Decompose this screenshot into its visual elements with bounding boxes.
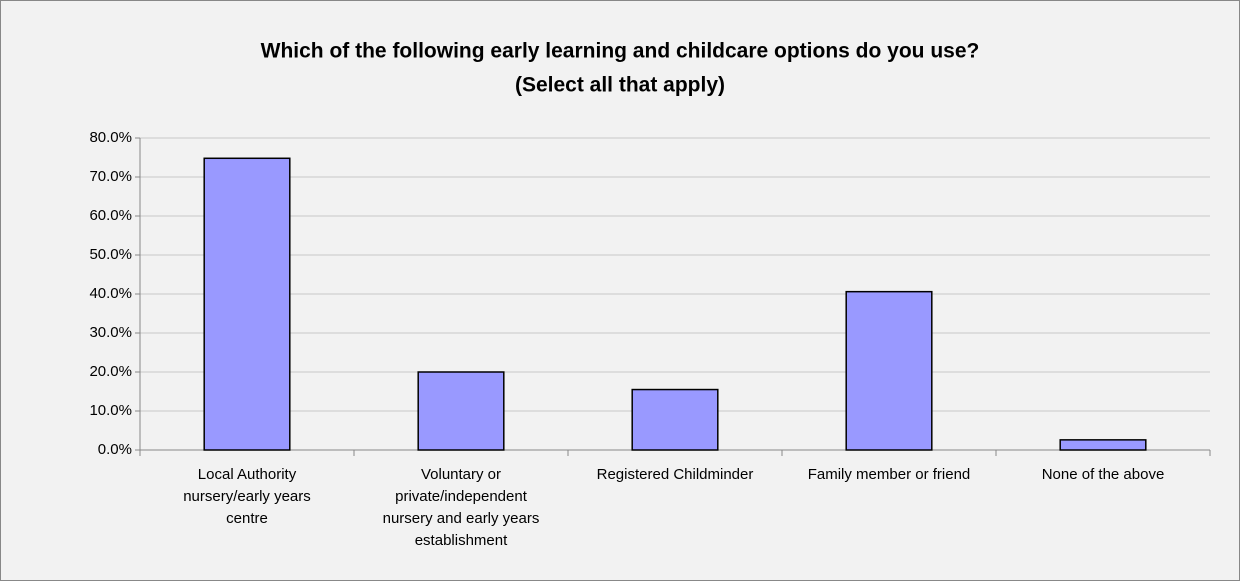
y-tick-label: 60.0% xyxy=(89,207,132,224)
y-tick-label: 20.0% xyxy=(89,363,132,380)
x-tick-label: Local Authority nursery/early years cent… xyxy=(183,466,311,527)
bar xyxy=(203,157,291,451)
x-tick-label: None of the above xyxy=(1041,466,1165,483)
x-tick-label: Registered Childminder xyxy=(596,466,754,483)
y-tick-label: 30.0% xyxy=(89,324,132,341)
bar xyxy=(417,371,505,451)
bar xyxy=(1059,439,1147,451)
bar xyxy=(631,388,719,451)
y-tick-label: 80.0% xyxy=(89,129,132,146)
chart-title: Which of the following early learning an… xyxy=(261,40,980,63)
y-tick-label: 70.0% xyxy=(89,168,132,185)
y-tick-label: 40.0% xyxy=(89,285,132,302)
bar xyxy=(845,290,933,451)
x-tick-label: Voluntary or private/independent nursery… xyxy=(382,466,540,549)
chart-title: (Select all that apply) xyxy=(515,74,725,97)
x-tick-label: Family member or friend xyxy=(807,466,971,483)
y-tick-label: 50.0% xyxy=(89,246,132,263)
y-tick-label: 10.0% xyxy=(89,402,132,419)
y-tick-label: 0.0% xyxy=(98,441,132,458)
